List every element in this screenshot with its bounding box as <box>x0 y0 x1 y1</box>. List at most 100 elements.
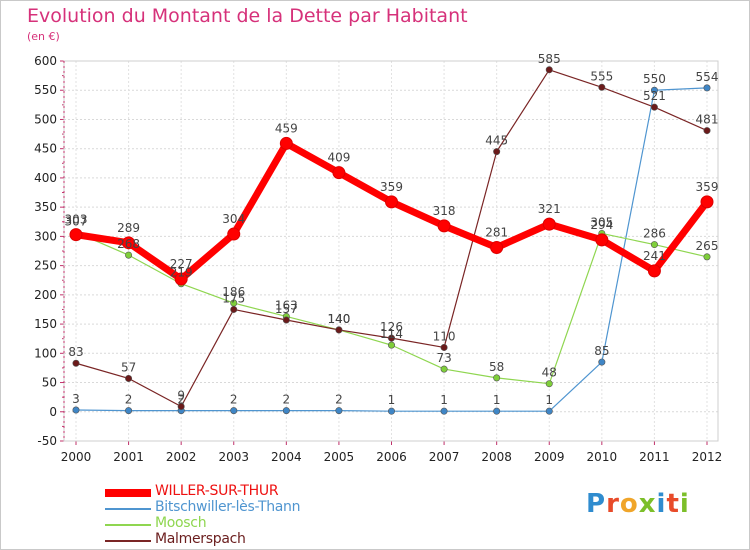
data-point <box>703 84 711 92</box>
data-label: 57 <box>121 360 136 374</box>
data-label: 219 <box>170 266 193 280</box>
data-label: 2 <box>335 393 343 407</box>
x-tick-label: 2001 <box>113 450 144 464</box>
data-label: 550 <box>643 72 666 86</box>
axes <box>60 60 719 445</box>
data-point <box>177 403 185 411</box>
y-tick-label: 200 <box>34 288 57 302</box>
data-point <box>230 305 238 313</box>
y-tick-label: 250 <box>34 259 57 273</box>
data-label: 286 <box>643 227 666 241</box>
data-point <box>493 148 501 156</box>
x-tick-label: 2011 <box>639 450 670 464</box>
y-tick-label: 500 <box>34 112 57 126</box>
x-tick-label: 2000 <box>61 450 92 464</box>
legend-swatch <box>105 540 151 542</box>
x-tick-label: 2005 <box>324 450 355 464</box>
data-label: 289 <box>117 221 140 235</box>
data-label: 9 <box>177 389 185 403</box>
data-point <box>72 359 80 367</box>
y-tick-label: 600 <box>34 54 57 68</box>
legend-label: Bitschwiller-lès-Thann <box>155 499 301 515</box>
x-tick-label: 2008 <box>481 450 512 464</box>
x-tick-label: 2009 <box>534 450 565 464</box>
data-labels: 3 2 2 2 2 2 1 1 1 1 85 550 554 307 268 219 186 163 140 114 7… <box>65 52 719 407</box>
data-point <box>650 86 658 94</box>
data-label: 110 <box>433 329 456 343</box>
data-label: 73 <box>436 351 451 365</box>
legend-label: Malmerspach <box>155 531 246 547</box>
data-label: 83 <box>68 345 83 359</box>
data-label: 241 <box>643 249 666 263</box>
y-tick-label: 50 <box>42 376 57 390</box>
data-label: 227 <box>170 257 193 271</box>
data-label: 2 <box>125 393 133 407</box>
data-label: 268 <box>117 237 140 251</box>
data-label: 265 <box>696 239 719 253</box>
data-point <box>385 195 398 209</box>
data-point <box>125 407 133 415</box>
data-point <box>703 253 711 261</box>
x-tick-label: 2007 <box>429 450 460 464</box>
data-point <box>72 406 80 414</box>
x-tick-label: 2012 <box>692 450 723 464</box>
data-point <box>440 365 448 373</box>
data-label: 409 <box>327 151 350 165</box>
proxiti-logo: Proxiti <box>586 489 690 519</box>
data-point <box>647 264 661 278</box>
y-axis-ticks: -50 0 50 100 150 200 250 300 350 400 450 500 550 600 <box>34 54 57 448</box>
data-label: 318 <box>433 204 456 218</box>
y-tick-label: 350 <box>34 200 57 214</box>
data-label: 163 <box>275 298 298 312</box>
data-point <box>69 228 83 242</box>
y-tick-label: 550 <box>34 83 57 97</box>
data-point <box>174 272 188 286</box>
data-label: 1 <box>388 393 396 407</box>
data-point <box>490 240 504 254</box>
data-label: 303 <box>65 213 88 227</box>
data-point <box>387 407 395 415</box>
data-label: 585 <box>538 52 561 66</box>
data-point <box>125 251 133 259</box>
data-point <box>122 236 136 250</box>
x-axis-ticks: 2000 2001 2002 2003 2004 2005 2006 2007 2008 2009… <box>61 450 723 464</box>
data-point <box>335 407 343 415</box>
data-label: 305 <box>590 215 613 229</box>
data-label: 3 <box>72 392 80 406</box>
data-point <box>545 407 553 415</box>
chart-title: Evolution du Montant de la Dette par Hab… <box>27 5 468 27</box>
data-point <box>387 341 395 349</box>
legend-swatch <box>105 489 151 497</box>
data-label: 1 <box>545 393 553 407</box>
data-point <box>700 195 714 209</box>
data-label: 2 <box>283 393 291 407</box>
data-label: 555 <box>590 69 613 83</box>
data-label: 304 <box>222 212 245 226</box>
legend-swatch <box>105 508 151 510</box>
data-point <box>493 374 501 382</box>
series-lines <box>72 69 711 412</box>
y-tick-label: 450 <box>34 142 57 156</box>
data-point <box>598 83 606 91</box>
data-label: 48 <box>542 366 557 380</box>
data-point <box>437 219 451 233</box>
x-tick-label: 2010 <box>587 450 618 464</box>
data-label: 359 <box>380 180 403 194</box>
data-label: 140 <box>327 312 350 326</box>
data-label: 126 <box>380 320 403 334</box>
data-point <box>493 407 501 415</box>
data-label: 294 <box>590 218 613 232</box>
data-point <box>650 103 658 111</box>
legend-label: WILLER-SUR-THUR <box>155 483 279 499</box>
data-label: 521 <box>643 89 666 103</box>
data-point <box>545 66 553 74</box>
legend-label: Moosch <box>155 515 207 531</box>
data-label: 359 <box>696 180 719 194</box>
data-point <box>545 380 553 388</box>
data-label: 2 <box>230 393 238 407</box>
data-point <box>598 358 606 366</box>
y-tick-label: 300 <box>34 229 57 243</box>
data-point <box>282 316 290 324</box>
data-point <box>650 241 658 249</box>
y-tick-label: 100 <box>34 346 57 360</box>
